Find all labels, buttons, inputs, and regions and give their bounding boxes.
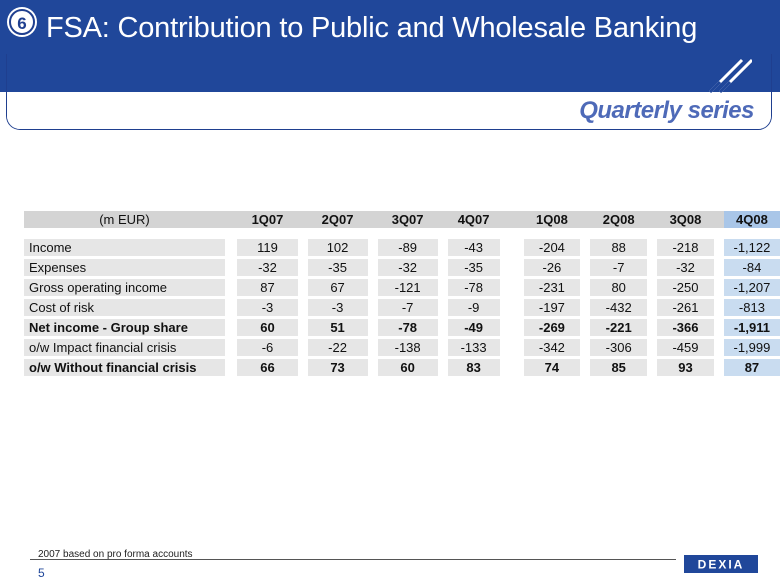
- row-label: Income: [24, 239, 225, 256]
- table-cell: -6: [237, 339, 298, 356]
- row-label: Net income - Group share: [24, 319, 225, 336]
- table-row: o/w Without financial crisis 66 73 60 83 74 85…: [24, 359, 780, 376]
- table-cell: -813: [723, 299, 780, 316]
- footnote: 2007 based on pro forma accounts: [38, 549, 193, 560]
- column-header: 1Q08: [523, 211, 581, 228]
- table-cell: -459: [657, 339, 714, 356]
- table-cell: 74: [523, 359, 581, 376]
- table-cell: 66: [237, 359, 298, 376]
- row-label: o/w Impact financial crisis: [24, 339, 225, 356]
- table-cell: -3: [237, 299, 298, 316]
- table-row: Income 119 102 -89 -43 -204 88 -218 -1,122: [24, 239, 780, 256]
- table-cell: 102: [307, 239, 368, 256]
- table-cell: -3: [307, 299, 368, 316]
- table-row: Net income - Group share 60 51 -78 -49 -269 -2…: [24, 319, 780, 336]
- table-cell: -218: [657, 239, 714, 256]
- subtitle-panel: [7, 92, 771, 129]
- table-cell: -342: [523, 339, 581, 356]
- table-cell: -1,911: [723, 319, 780, 336]
- column-header: 3Q07: [377, 211, 438, 228]
- table-cell: -22: [307, 339, 368, 356]
- table-cell: -269: [523, 319, 581, 336]
- table-cell: 60: [237, 319, 298, 336]
- table-cell: -231: [523, 279, 581, 296]
- unit-label: (m EUR): [24, 211, 225, 228]
- table-cell: -121: [377, 279, 438, 296]
- footer-divider: [30, 559, 680, 560]
- table-cell: -35: [447, 259, 500, 276]
- column-header: 4Q07: [447, 211, 500, 228]
- page-title: FSA: Contribution to Public and Wholesal…: [46, 12, 698, 44]
- table-cell: -1,999: [723, 339, 780, 356]
- table-row: o/w Impact financial crisis -6 -22 -138 -133…: [24, 339, 780, 356]
- table-cell: -43: [447, 239, 500, 256]
- table-cell: 87: [237, 279, 298, 296]
- column-header: 3Q08: [657, 211, 714, 228]
- row-label: o/w Without financial crisis: [24, 359, 225, 376]
- dexia-logo: DEXIA: [676, 549, 766, 579]
- table-cell: 119: [237, 239, 298, 256]
- table-header-row: (m EUR) 1Q07 2Q07 3Q07 4Q07 1Q08 2Q08 3Q…: [24, 211, 780, 228]
- column-header: 2Q08: [590, 211, 648, 228]
- table-cell: -197: [523, 299, 581, 316]
- row-label: Gross operating income: [24, 279, 225, 296]
- column-header: 4Q08: [723, 211, 780, 228]
- header-band: [0, 0, 780, 92]
- table-row: Expenses -32 -35 -32 -35 -26 -7 -32 -84: [24, 259, 780, 276]
- table-cell: 87: [723, 359, 780, 376]
- double-slash-decoration: [708, 58, 752, 94]
- table-cell: -133: [447, 339, 500, 356]
- table-cell: -35: [307, 259, 368, 276]
- table-cell: 67: [307, 279, 368, 296]
- column-header: 2Q07: [307, 211, 368, 228]
- table-cell: -1,122: [723, 239, 780, 256]
- table-cell: 60: [377, 359, 438, 376]
- table-row: Gross operating income 87 67 -121 -78 -231 80-…: [24, 279, 780, 296]
- table-cell: -84: [723, 259, 780, 276]
- table-cell: -26: [523, 259, 581, 276]
- section-badge: 6: [9, 9, 35, 35]
- table-cell: -32: [377, 259, 438, 276]
- table-cell: -138: [377, 339, 438, 356]
- table-cell: 85: [590, 359, 648, 376]
- table-cell: 51: [307, 319, 368, 336]
- page-number: 5: [38, 566, 45, 580]
- table-cell: -89: [377, 239, 438, 256]
- row-label: Cost of risk: [24, 299, 225, 316]
- quarterly-table: (m EUR) 1Q07 2Q07 3Q07 4Q07 1Q08 2Q08 3Q…: [24, 208, 780, 379]
- table-cell: -32: [237, 259, 298, 276]
- table-cell: -7: [377, 299, 438, 316]
- table-cell: 83: [447, 359, 500, 376]
- table-cell: -261: [657, 299, 714, 316]
- table-cell: -32: [657, 259, 714, 276]
- table-cell: 80: [590, 279, 648, 296]
- table-cell: -306: [590, 339, 648, 356]
- header-frame: [6, 54, 772, 130]
- table-cell: -78: [447, 279, 500, 296]
- table-cell: 73: [307, 359, 368, 376]
- row-label: Expenses: [24, 259, 225, 276]
- table-cell: 93: [657, 359, 714, 376]
- table-cell: -366: [657, 319, 714, 336]
- table-cell: -250: [657, 279, 714, 296]
- table-cell: -1,207: [723, 279, 780, 296]
- table-row: Cost of risk -3 -3 -7 -9 -197 -432 -261 -813: [24, 299, 780, 316]
- table-cell: -9: [447, 299, 500, 316]
- column-header: 1Q07: [237, 211, 298, 228]
- table-cell: -432: [590, 299, 648, 316]
- table-cell: 88: [590, 239, 648, 256]
- table-cell: -204: [523, 239, 581, 256]
- table-cell: -49: [447, 319, 500, 336]
- table-cell: -78: [377, 319, 438, 336]
- page-subtitle: Quarterly series: [579, 97, 754, 124]
- table-cell: -221: [590, 319, 648, 336]
- svg-text:DEXIA: DEXIA: [698, 558, 745, 572]
- table-cell: -7: [590, 259, 648, 276]
